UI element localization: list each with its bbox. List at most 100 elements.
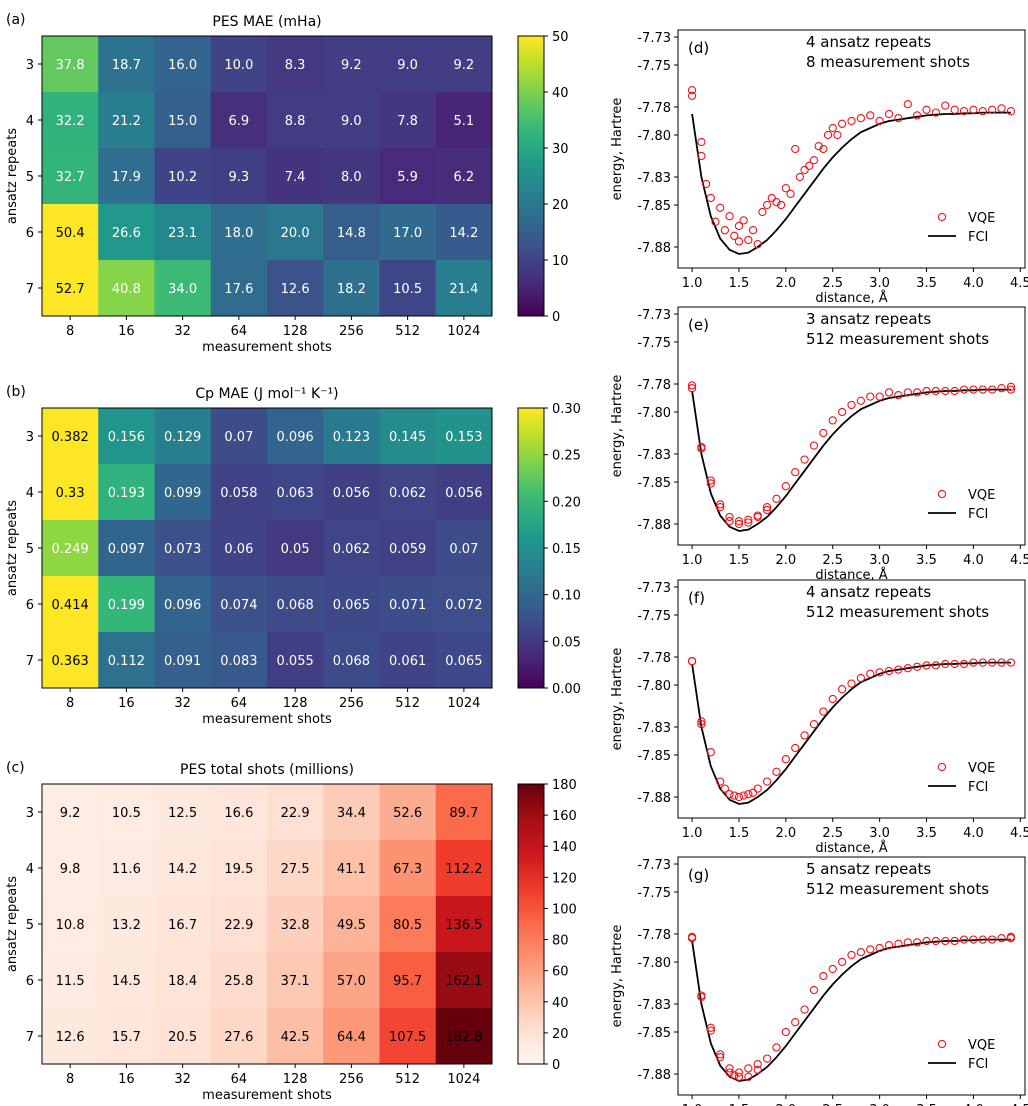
cell-label: 9.0 xyxy=(397,58,418,73)
vqe-point xyxy=(931,386,941,396)
heatmap-cell xyxy=(267,520,324,577)
cell-label: 0.068 xyxy=(333,654,370,669)
heatmap-cell xyxy=(435,92,493,149)
fci-series-line xyxy=(691,938,1011,1082)
y-tick-label: 7 xyxy=(26,282,34,297)
heatmap-cell xyxy=(154,408,212,465)
heatmap-cell xyxy=(379,576,437,633)
cell-label: 0.059 xyxy=(389,542,426,557)
cell-label: 0.061 xyxy=(389,654,426,669)
cell-label: 5.1 xyxy=(454,114,475,129)
cell-label: 10.0 xyxy=(224,58,253,73)
vqe-point xyxy=(739,216,748,225)
cell-label: 0.07 xyxy=(449,542,478,557)
heatmap-cell xyxy=(267,952,324,1009)
heatmap-cell xyxy=(98,520,155,577)
vqe-point xyxy=(777,200,786,210)
cell-label: 18.7 xyxy=(112,58,141,73)
y-tick-label: -7.73 xyxy=(637,31,671,46)
colorbar-tick-label: 0.10 xyxy=(552,589,581,604)
line-panel-g: -7.73 -7.75 -7.78 -7.80 -7.83 -7.85 -7.88 1.0 1.… xyxy=(610,856,1028,1106)
legend-fci-label: FCI xyxy=(968,1057,988,1072)
vqe-point xyxy=(809,441,819,450)
x-tick-label: 1024 xyxy=(447,324,480,339)
heatmap-cell xyxy=(154,1008,212,1065)
vqe-point xyxy=(903,664,912,673)
vqe-point xyxy=(791,743,800,753)
vqe-point xyxy=(903,388,912,397)
x-tick-label: 2.5 xyxy=(822,553,843,568)
vqe-point xyxy=(1006,932,1016,941)
y-tick-label: -7.83 xyxy=(637,171,671,186)
cell-label: 0.199 xyxy=(108,598,145,613)
vqe-point xyxy=(791,468,800,477)
vqe-point xyxy=(931,108,941,117)
vqe-point xyxy=(762,777,772,786)
vqe-point xyxy=(847,950,856,960)
y-tick-label: 4 xyxy=(26,862,34,877)
cell-label: 0.062 xyxy=(389,486,426,501)
colorbar-tick-label: 60 xyxy=(552,965,569,980)
vqe-point xyxy=(884,109,894,119)
cell-label: 162.1 xyxy=(445,974,482,989)
vqe-point xyxy=(716,1053,725,1062)
y-tick-label: -7.75 xyxy=(637,886,671,901)
cell-label: 22.9 xyxy=(281,806,310,821)
vqe-point xyxy=(687,381,697,390)
heatmap-cell xyxy=(154,520,212,577)
y-tick-label: -7.80 xyxy=(637,406,671,421)
y-tick-label: 3 xyxy=(26,58,34,73)
cell-label: 0.363 xyxy=(52,654,89,669)
cell-label: 0.074 xyxy=(220,598,257,613)
x-tick-label: 64 xyxy=(231,696,248,711)
colorbar-tick-label: 20 xyxy=(552,198,569,213)
heatmap-cell xyxy=(98,408,155,465)
colorbar-tick-label: 40 xyxy=(552,996,569,1011)
cell-label: 32.8 xyxy=(281,918,310,933)
vqe-point xyxy=(697,137,706,147)
heatmap-cell xyxy=(210,840,268,897)
x-tick-label: 1.0 xyxy=(682,1103,703,1106)
vqe-point xyxy=(739,791,748,800)
cell-label: 0.058 xyxy=(220,486,257,501)
x-tick-label: 1024 xyxy=(447,696,480,711)
vqe-point xyxy=(791,144,800,154)
panel-label: (f) xyxy=(688,589,705,607)
legend-vqe-label: VQE xyxy=(968,488,995,503)
heatmap-cell xyxy=(154,148,212,205)
vqe-point xyxy=(716,1050,725,1059)
heatmap-cell xyxy=(323,92,380,149)
heatmap-cell xyxy=(267,840,324,897)
cell-label: 9.2 xyxy=(60,806,81,821)
chart-title: PES MAE (mHa) xyxy=(212,14,321,30)
heatmap-cell xyxy=(435,464,493,521)
cell-label: 13.2 xyxy=(112,918,141,933)
vqe-point xyxy=(837,685,847,694)
heatmap-cell xyxy=(435,840,493,897)
cell-label: 9.8 xyxy=(60,862,81,877)
cell-label: 10.8 xyxy=(56,918,85,933)
y-tick-label: -7.88 xyxy=(637,241,671,256)
heatmap-cell xyxy=(154,260,212,317)
heatmap-cell xyxy=(98,204,155,261)
heatmap-cell xyxy=(435,408,493,465)
x-tick-label: 256 xyxy=(339,1072,364,1087)
cell-label: 20.5 xyxy=(168,1030,197,1045)
cell-label: 57.0 xyxy=(337,974,366,989)
cell-label: 16.0 xyxy=(168,58,197,73)
cell-label: 14.2 xyxy=(168,862,197,877)
vqe-point xyxy=(950,105,959,114)
vqe-point xyxy=(687,932,697,941)
vqe-point xyxy=(762,1054,772,1063)
cell-label: 0.193 xyxy=(108,486,145,501)
vqe-point xyxy=(875,668,884,677)
heatmap-cell xyxy=(323,464,380,521)
vqe-point xyxy=(941,936,950,946)
y-tick-label: -7.88 xyxy=(637,518,671,533)
colorbar xyxy=(517,35,545,317)
vqe-point xyxy=(753,1065,762,1074)
y-tick-label: -7.75 xyxy=(637,609,671,624)
colorbar-tick-label: 180 xyxy=(552,778,577,793)
cell-label: 42.5 xyxy=(281,1030,310,1045)
vqe-point xyxy=(744,1064,753,1073)
